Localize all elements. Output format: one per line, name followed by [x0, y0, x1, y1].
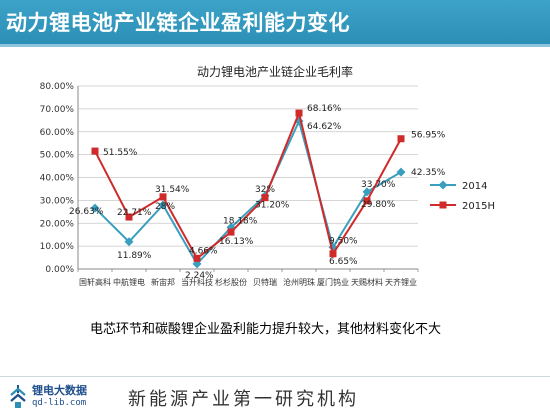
data-point — [363, 197, 371, 205]
data-label: 4.66% — [189, 246, 218, 256]
data-label: 31.54% — [155, 185, 190, 195]
gross-margin-chart: 动力锂电池产业链企业毛利率 0.00% 10.00% 20.00% 30.00% 40.0… — [20, 60, 530, 310]
data-point — [261, 194, 269, 202]
footer-bar: 锂电大数据 qd-lib.com 新能源产业第一研究机构 — [0, 378, 550, 415]
y-tick-label: 0.00% — [45, 265, 74, 275]
data-label: 68.16% — [307, 104, 342, 114]
data-point — [396, 167, 406, 177]
data-label: 6.65% — [329, 257, 358, 267]
data-point — [362, 187, 372, 197]
legend-marker — [438, 180, 448, 190]
data-point — [193, 254, 201, 262]
series-line — [94, 118, 402, 266]
slide-caption: 电芯环节和碳酸锂企业盈利能力提升较大，其他材料变化不大 — [90, 322, 442, 337]
brand-name: 锂电大数据 — [32, 384, 87, 397]
data-label: 9.50% — [329, 236, 358, 246]
data-label: 42.35% — [411, 168, 446, 178]
x-tick-label: 贝特瑞 — [253, 277, 277, 287]
data-label: 64.62% — [307, 122, 342, 132]
x-tick-label: 天齐锂业 — [385, 277, 417, 287]
data-point — [159, 193, 167, 201]
x-tick-label: 沧州明珠 — [283, 277, 315, 287]
x-tick-label: 天赐材料 — [351, 277, 383, 287]
y-tick-label: 10.00% — [40, 242, 75, 252]
chart-title: 动力锂电池产业链企业毛利率 — [197, 64, 353, 79]
data-label: 2.24% — [185, 271, 214, 281]
x-tick-label: 厦门钨业 — [317, 277, 349, 287]
data-label: 56.95% — [411, 131, 446, 141]
data-label: 29.80% — [361, 200, 396, 210]
data-point — [124, 237, 134, 247]
brand-url: qd-lib.com — [32, 398, 87, 408]
x-tick-label: 新宙邦 — [151, 277, 175, 287]
data-point — [295, 109, 303, 117]
x-tick-label: 中航锂电 — [113, 277, 145, 287]
data-label: 31.20% — [255, 201, 290, 211]
y-tick-label: 60.00% — [40, 128, 75, 138]
y-tick-label: 40.00% — [40, 174, 75, 184]
data-label: 51.55% — [103, 148, 138, 158]
data-label: 33.70% — [361, 180, 396, 190]
data-label: 18.18% — [223, 216, 258, 226]
x-tick-label: 国轩高科 — [79, 277, 111, 287]
legend-label: 2015H — [462, 201, 495, 212]
data-label: 28% — [155, 202, 175, 212]
data-label: 26.63% — [69, 207, 104, 217]
slide-title: 动力锂电池产业链企业盈利能力变化 — [6, 11, 350, 35]
data-label: 22.71% — [117, 208, 152, 218]
battery-logo-icon — [10, 385, 26, 408]
data-label: 11.89% — [117, 251, 152, 261]
slogan: 新能源产业第一研究机构 — [128, 389, 359, 410]
banner-divider — [0, 44, 550, 47]
y-tick-label: 80.00% — [40, 82, 75, 92]
title-banner: 动力锂电池产业链企业盈利能力变化 — [0, 0, 550, 44]
data-point — [91, 147, 99, 155]
y-tick-label: 20.00% — [40, 219, 75, 229]
data-point — [227, 228, 235, 236]
data-point — [125, 213, 133, 221]
data-point — [329, 250, 337, 258]
data-point — [397, 135, 405, 143]
legend-marker — [439, 201, 447, 209]
series-line — [94, 109, 402, 260]
data-label: 16.13% — [219, 237, 254, 247]
y-tick-label: 30.00% — [40, 196, 75, 206]
chart-canvas: 动力锂电池产业链企业毛利率 0.00% 10.00% 20.00% 30.00% 40.0… — [40, 64, 495, 287]
legend-label: 2014 — [462, 181, 487, 192]
y-tick-label: 50.00% — [40, 151, 75, 161]
data-label: 32% — [255, 185, 275, 195]
y-tick-label: 70.00% — [40, 105, 75, 115]
footer-divider — [0, 376, 550, 377]
x-tick-label: 杉杉股份 — [215, 277, 247, 287]
data-point — [90, 203, 100, 213]
x-tick-label: 当升科技 — [181, 277, 213, 287]
